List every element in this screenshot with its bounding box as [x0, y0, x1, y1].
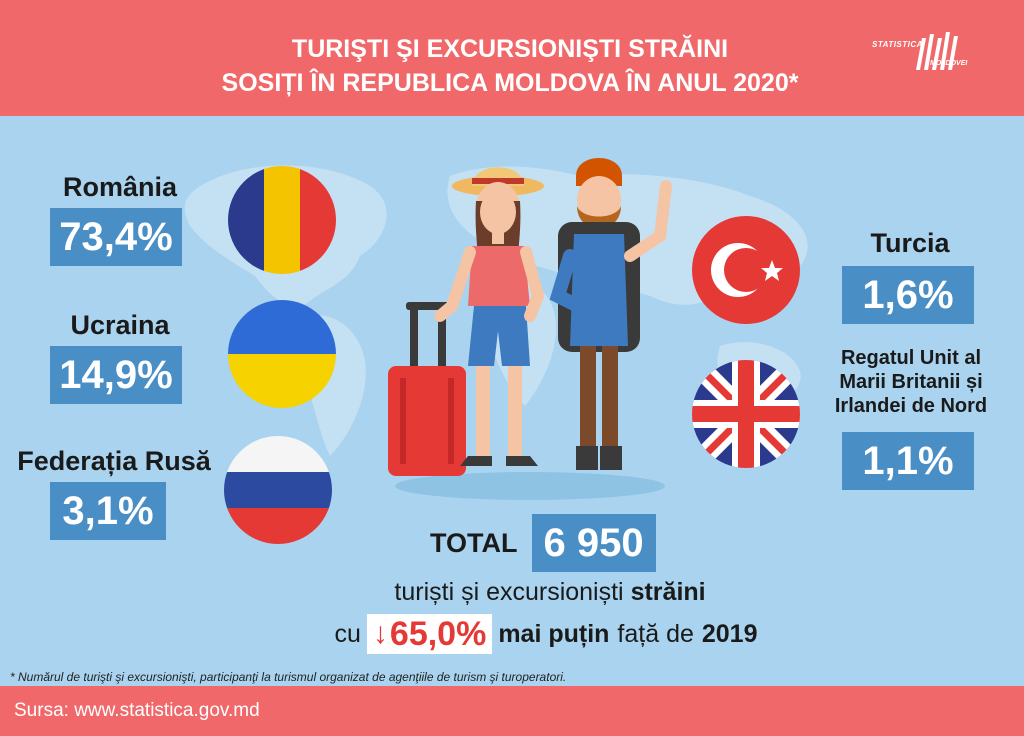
- total-description: turiști și excursioniști străini: [350, 578, 750, 607]
- ukraine-flag-icon: [228, 300, 336, 408]
- statistica-logo: STATISTICA MOLDOVEI: [872, 30, 982, 80]
- country-name-romania: România: [62, 172, 178, 202]
- header-bar: TURIŞTI ŞI EXCURSIONIŞTI STRĂINI SOSIȚI …: [0, 0, 1024, 116]
- title-line-2: SOSIȚI ÎN REPUBLICA MOLDOVA ÎN ANUL 2020…: [221, 69, 799, 97]
- uk-name-line-1: Regatul Unit al: [840, 347, 981, 369]
- change-line: cu ↓ 65,0% mai puțin față de 2019: [290, 612, 810, 656]
- logo-text-bottom: MOLDOVEI: [930, 60, 968, 67]
- total-value: 6 950: [531, 514, 656, 572]
- change-normal: față de: [617, 619, 694, 648]
- percent-romania: 73,4%: [50, 208, 182, 266]
- total-label: TOTAL: [430, 527, 518, 558]
- footer-bar: Sursa: www.statistica.gov.md: [0, 686, 1024, 736]
- uk-flag-icon: [692, 360, 800, 468]
- total-row: TOTAL 6 950: [430, 514, 656, 572]
- logo-text-top: STATISTICA: [872, 40, 923, 49]
- percent-russia: 3,1%: [50, 482, 166, 540]
- change-year: 2019: [701, 619, 758, 648]
- page-title: TURIŞTI ŞI EXCURSIONIŞTI STRĂINI SOSIȚI …: [120, 32, 900, 100]
- change-prefix: cu: [334, 619, 361, 648]
- uk-name-line-3: Irlandei de Nord: [834, 395, 988, 417]
- footnote: * Numărul de turişti şi excursionişti, p…: [10, 670, 567, 684]
- country-name-russia: Federația Rusă: [17, 446, 211, 476]
- percent-uk: 1,1%: [842, 432, 974, 490]
- description-normal: turiști și excursioniști: [394, 578, 624, 606]
- title-line-1: TURIŞTI ŞI EXCURSIONIŞTI STRĂINI: [291, 35, 729, 63]
- percent-turkey: 1,6%: [842, 266, 974, 324]
- country-name-turkey: Turcia: [870, 228, 950, 258]
- change-bold: mai puțin: [498, 619, 610, 648]
- russia-flag-icon: [224, 436, 332, 544]
- travelers-illustration: [388, 158, 672, 500]
- statistica-bars-logo-icon: [916, 32, 958, 70]
- change-box: ↓ 65,0%: [366, 614, 493, 654]
- country-name-uk: Regatul Unit al Marii Britanii și Irland…: [806, 346, 1016, 418]
- romania-flag-icon: [228, 166, 336, 274]
- change-value: 65,0%: [389, 615, 487, 653]
- country-name-ukraine: Ucraina: [70, 310, 170, 340]
- description-bold: străini: [630, 578, 706, 606]
- percent-ukraine: 14,9%: [50, 346, 182, 404]
- arrow-down-icon: ↓: [372, 617, 388, 650]
- uk-name-line-2: Marii Britanii și: [839, 371, 983, 393]
- turkey-flag-icon: [692, 216, 800, 324]
- source-text: Sursa: www.statistica.gov.md: [14, 700, 260, 721]
- main-panel: România 73,4% Ucraina 14,9% Federația Ru…: [0, 116, 1024, 686]
